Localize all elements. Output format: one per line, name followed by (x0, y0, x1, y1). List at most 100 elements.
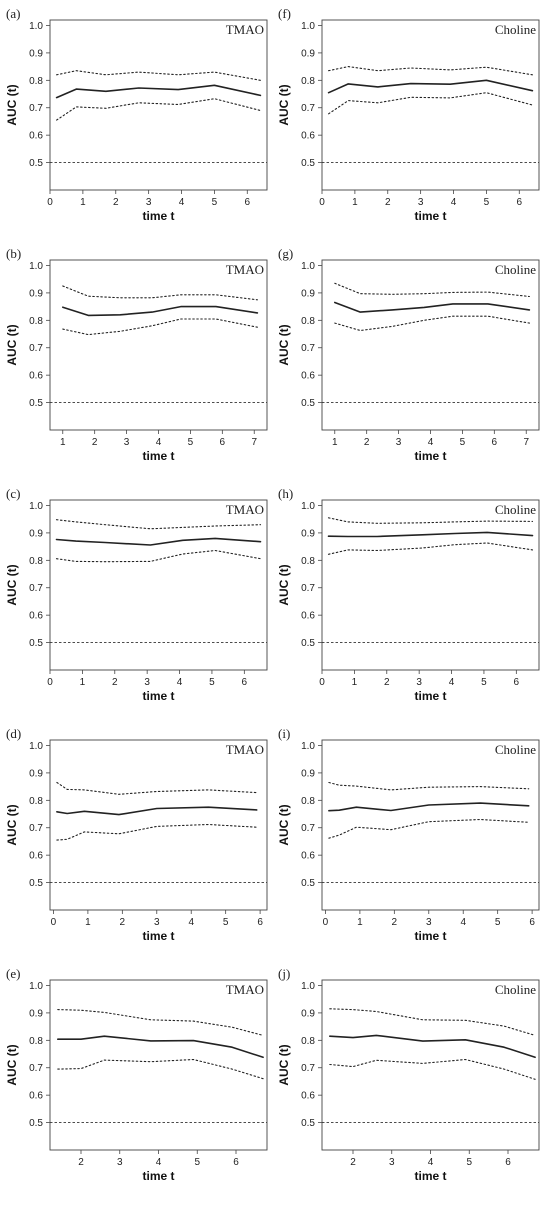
x-tick-label: 4 (460, 917, 466, 928)
y-axis-title: AUC (t) (5, 804, 19, 845)
x-tick-label: 0 (47, 197, 53, 208)
lower-ci-line (56, 98, 261, 121)
lower-ci-line (334, 315, 530, 332)
panel-title: TMAO (226, 22, 264, 37)
y-tick-label: 0.9 (301, 288, 315, 299)
plot-frame (49, 979, 268, 1151)
plot-frame (321, 19, 540, 191)
chart-panel: (f) Choline 0.5 0.6 0.7 0.8 0.9 1.0 0 1 2 3 4 5 6 time … (277, 6, 540, 223)
plot-frame (49, 19, 268, 191)
y-tick-label: 0.5 (29, 1118, 43, 1129)
x-tick-label: 3 (124, 437, 130, 448)
y-tick-label: 1.0 (29, 981, 43, 992)
y-tick-label: 0.6 (301, 1091, 315, 1102)
x-tick-label: 6 (257, 917, 263, 928)
plot-frame (49, 499, 268, 671)
y-axis-title: AUC (t) (277, 84, 291, 125)
panel-label: (e) (6, 966, 20, 981)
x-tick-label: 5 (209, 677, 215, 688)
y-tick-label: 0.9 (29, 48, 43, 59)
auc-line (55, 84, 262, 99)
x-tick-label: 4 (428, 1157, 434, 1168)
x-tick-label: 3 (144, 677, 150, 688)
upper-ci-line (334, 282, 530, 298)
x-tick-label: 5 (212, 197, 218, 208)
y-tick-label: 0.7 (301, 343, 315, 354)
x-tick-label: 3 (389, 1157, 395, 1168)
y-tick-label: 0.6 (301, 371, 315, 382)
x-tick-label: 2 (92, 437, 98, 448)
y-axis-title: AUC (t) (277, 1044, 291, 1085)
panel-label: (j) (278, 966, 290, 981)
x-tick-label: 5 (223, 917, 229, 928)
y-tick-label: 1.0 (29, 261, 43, 272)
y-tick-label: 0.7 (29, 823, 43, 834)
panel-title: Choline (495, 262, 536, 277)
y-tick-label: 0.7 (29, 583, 43, 594)
y-tick-label: 0.5 (301, 398, 315, 409)
y-axis-title: AUC (t) (277, 804, 291, 845)
upper-ci-line (62, 285, 258, 301)
x-axis-title: time t (142, 1169, 174, 1183)
y-tick-label: 0.5 (301, 158, 315, 169)
lower-ci-line (55, 549, 262, 563)
chart-panel: (c) TMAO 0.5 0.6 0.7 0.8 0.9 1.0 0 1 2 3 4 5 6 time t AU… (5, 486, 268, 703)
x-tick-label: 4 (156, 1157, 162, 1168)
lower-ci-line (328, 92, 533, 115)
upper-ci-line (328, 66, 533, 76)
auc-line (55, 537, 262, 546)
y-tick-label: 0.8 (29, 796, 43, 807)
panel-label: (f) (278, 6, 291, 21)
x-tick-label: 2 (385, 197, 391, 208)
y-axis-title: AUC (t) (277, 324, 291, 365)
panel-label: (c) (6, 486, 20, 501)
y-tick-label: 0.9 (301, 528, 315, 539)
auc-line (56, 806, 258, 816)
auc-line (56, 1035, 264, 1059)
x-tick-label: 2 (350, 1157, 356, 1168)
upper-ci-line (327, 517, 534, 524)
y-tick-label: 0.8 (29, 556, 43, 567)
x-axis-title: time t (142, 209, 174, 223)
panel-title: TMAO (226, 742, 264, 757)
plot-frame (49, 739, 268, 911)
x-axis-title: time t (414, 1169, 446, 1183)
y-tick-label: 0.5 (301, 638, 315, 649)
x-tick-label: 1 (352, 677, 358, 688)
y-tick-label: 0.6 (29, 371, 43, 382)
upper-ci-line (329, 1008, 536, 1036)
y-tick-label: 0.6 (301, 851, 315, 862)
panel-title: Choline (495, 982, 536, 997)
x-tick-label: 2 (392, 917, 398, 928)
auc-line (333, 301, 531, 313)
y-tick-label: 0.9 (301, 768, 315, 779)
x-tick-label: 1 (80, 197, 86, 208)
x-tick-label: 4 (177, 677, 183, 688)
x-tick-label: 2 (112, 677, 118, 688)
chart-panel: (h) Choline 0.5 0.6 0.7 0.8 0.9 1.0 0 1 2 3 4 5 6 time … (277, 486, 540, 703)
y-tick-label: 0.7 (301, 583, 315, 594)
x-tick-label: 7 (523, 437, 529, 448)
x-tick-label: 3 (416, 677, 422, 688)
panel-title: TMAO (226, 982, 264, 997)
y-axis-title: AUC (t) (5, 564, 19, 605)
plot-frame (321, 979, 540, 1151)
x-tick-label: 0 (323, 917, 329, 928)
y-tick-label: 0.6 (301, 131, 315, 142)
y-tick-label: 0.5 (301, 878, 315, 889)
x-axis-title: time t (142, 689, 174, 703)
chart-panel: (g) Choline 0.5 0.6 0.7 0.8 0.9 1.0 1 2 3 4 5 6 7 time … (277, 246, 540, 463)
x-tick-label: 5 (484, 197, 490, 208)
auc-line (327, 79, 534, 94)
x-tick-label: 6 (505, 1157, 511, 1168)
x-axis-title: time t (142, 929, 174, 943)
upper-ci-line (57, 1009, 264, 1036)
lower-ci-line (62, 318, 258, 336)
x-tick-label: 6 (244, 197, 250, 208)
x-tick-label: 5 (460, 437, 466, 448)
y-tick-label: 0.7 (301, 1063, 315, 1074)
y-axis-title: AUC (t) (5, 324, 19, 365)
y-tick-label: 0.5 (29, 878, 43, 889)
y-tick-label: 0.8 (301, 1036, 315, 1047)
